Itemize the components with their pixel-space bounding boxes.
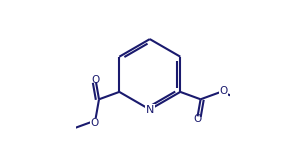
Text: N: N bbox=[146, 104, 154, 115]
Text: O: O bbox=[91, 118, 99, 128]
Text: O: O bbox=[91, 75, 100, 85]
Text: O: O bbox=[193, 114, 201, 124]
Text: O: O bbox=[219, 86, 228, 96]
